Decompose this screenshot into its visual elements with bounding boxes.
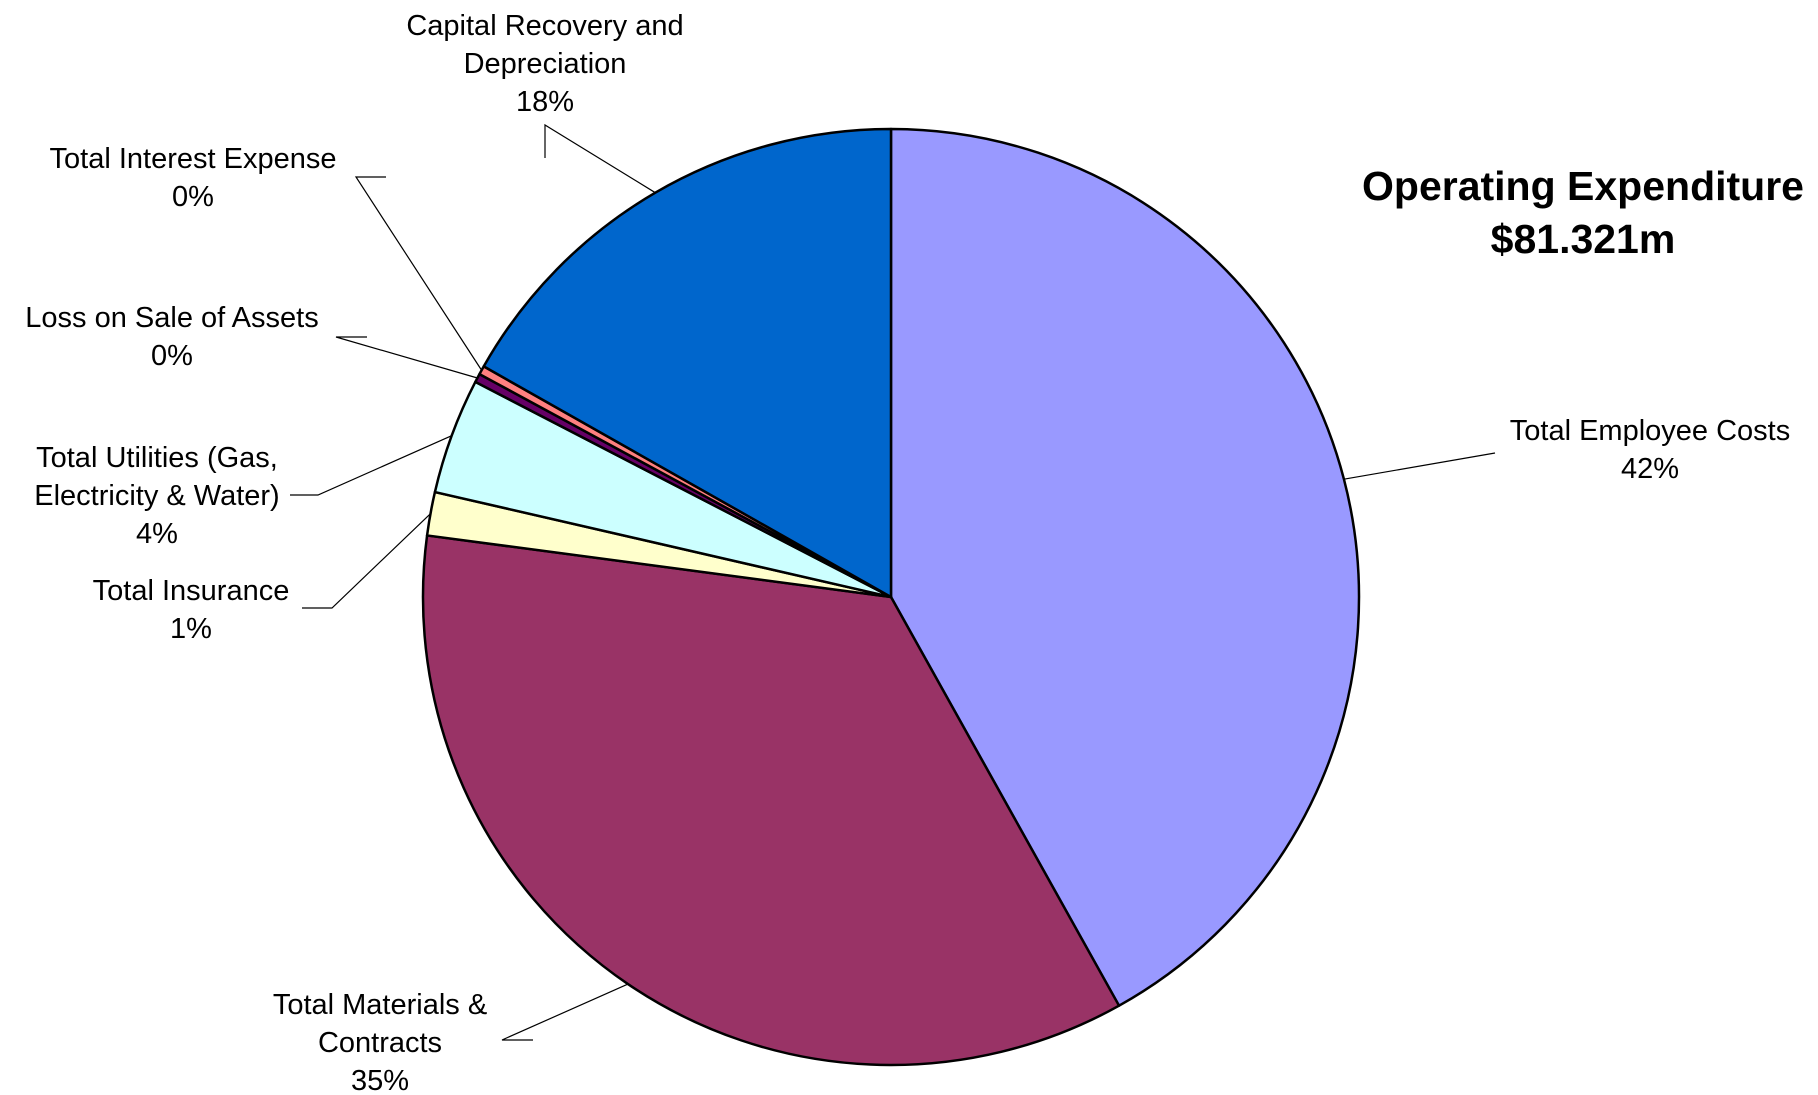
slice-label-3: Total Insurance 1% bbox=[93, 575, 290, 645]
slice-name: Total Materials & bbox=[273, 989, 487, 1021]
slice-label-5: Loss on Sale of Assets 0% bbox=[25, 302, 318, 372]
slice-name: Electricity & Water) bbox=[34, 480, 279, 512]
slice-name: Total Interest Expense bbox=[50, 143, 337, 175]
slice-percent: 42% bbox=[1621, 453, 1679, 485]
slice-percent: 1% bbox=[170, 613, 212, 645]
slice-label-1: Total Employee Costs 42% bbox=[1510, 415, 1790, 485]
chart-title-line-1: Operating Expenditure bbox=[1362, 163, 1804, 209]
slice-name: Loss on Sale of Assets bbox=[25, 302, 318, 334]
slice-labels: Total Employee Costs 42% Total Materials &… bbox=[25, 10, 1790, 1095]
slice-name: Contracts bbox=[318, 1027, 442, 1059]
leader-line-3 bbox=[302, 513, 431, 609]
slice-label-2: Total Materials & Contracts 35% bbox=[273, 989, 487, 1095]
leader-line-6 bbox=[354, 176, 483, 371]
pie-slice-1 bbox=[889, 127, 1361, 1007]
slice-label-4: Total Utilities (Gas, Electricity & Water… bbox=[34, 442, 279, 550]
chart-title: Operating Expenditure $81.321m bbox=[1362, 163, 1804, 262]
leader-line-4 bbox=[290, 435, 452, 496]
leader-line-1 bbox=[1343, 452, 1496, 480]
slice-percent: 0% bbox=[172, 181, 214, 213]
slice-name: Total Insurance bbox=[93, 575, 290, 607]
slice-percent: 35% bbox=[351, 1065, 409, 1095]
slice-name: Depreciation bbox=[464, 48, 627, 80]
slice-label-6: Total Interest Expense 0% bbox=[50, 143, 337, 213]
chart-title-line-2: $81.321m bbox=[1491, 216, 1676, 262]
leader-lines bbox=[290, 123, 1496, 1041]
leader-line-5 bbox=[335, 336, 478, 379]
slice-percent: 0% bbox=[151, 340, 193, 372]
slice-name: Total Employee Costs bbox=[1510, 415, 1790, 447]
slice-percent: 4% bbox=[136, 518, 178, 550]
pie-slice-2 bbox=[421, 534, 1121, 1067]
slice-name: Total Utilities (Gas, bbox=[36, 442, 278, 474]
leader-line-7 bbox=[544, 123, 656, 194]
pie-slices bbox=[421, 127, 1361, 1067]
slice-name: Capital Recovery and bbox=[406, 10, 683, 42]
slice-percent: 18% bbox=[516, 86, 574, 118]
leader-line-2 bbox=[501, 983, 629, 1041]
slice-label-7: Capital Recovery and Depreciation 18% bbox=[406, 10, 683, 118]
